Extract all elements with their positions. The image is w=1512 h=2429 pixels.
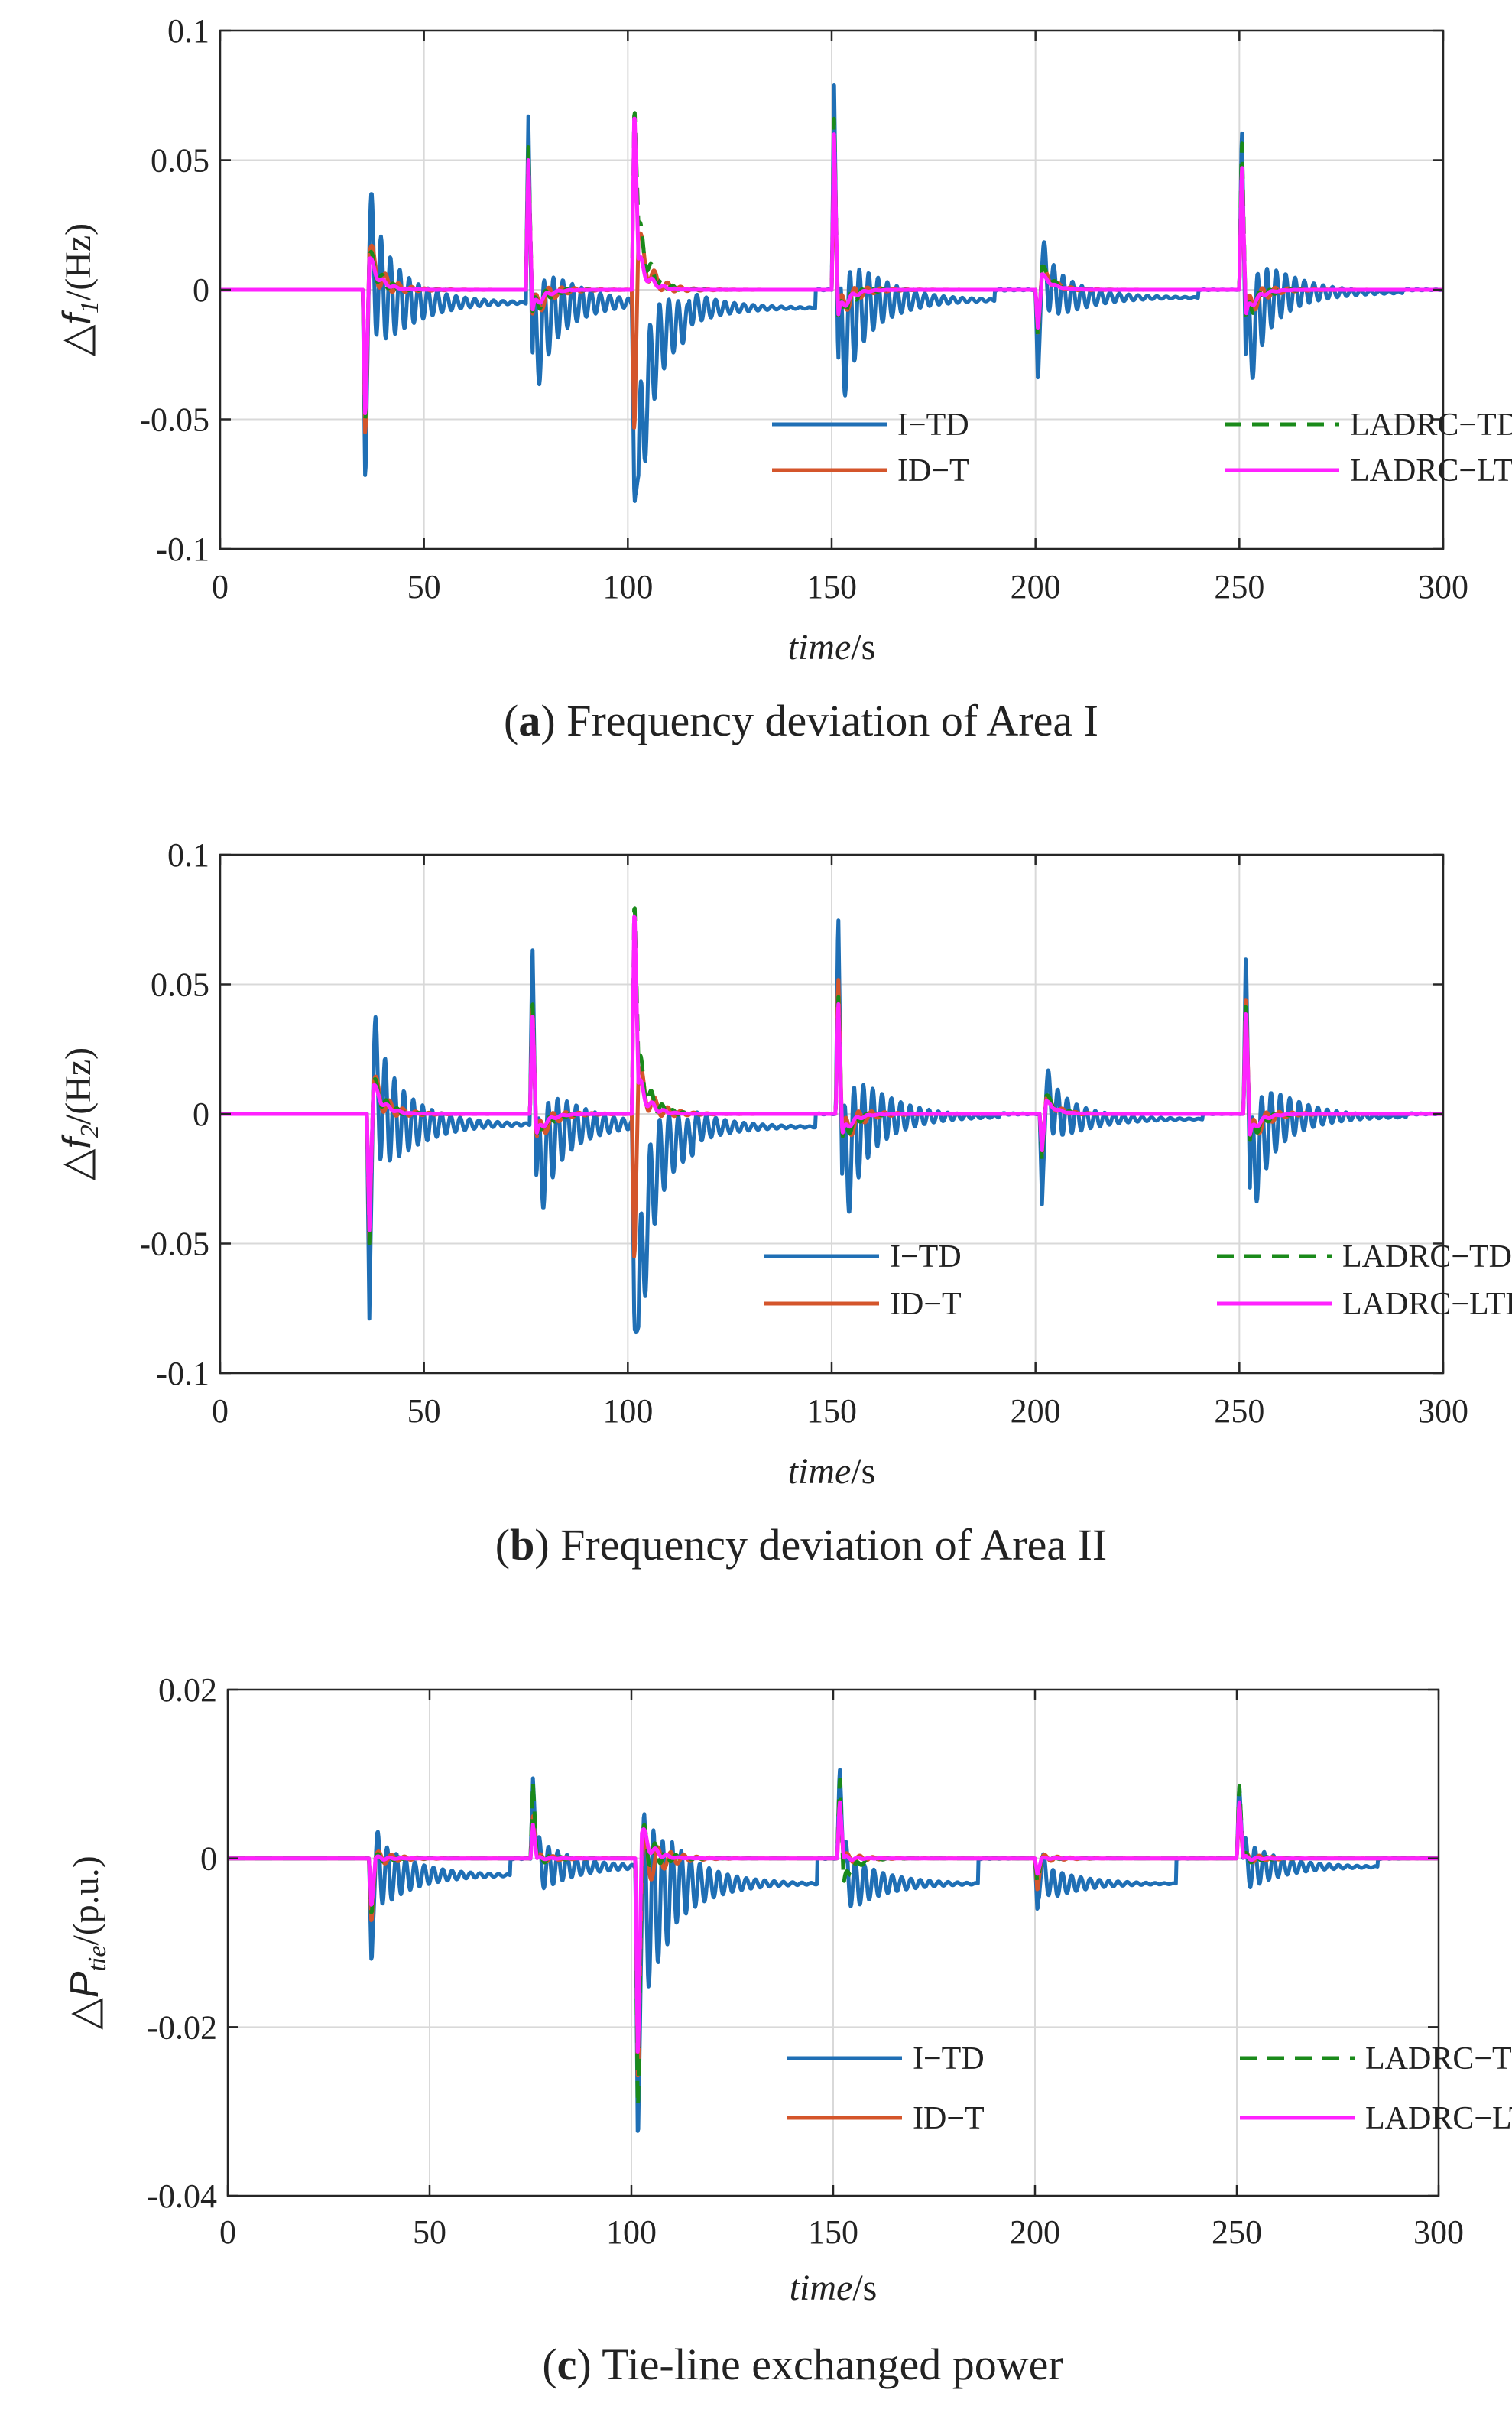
legend-label: ID−T (913, 2101, 985, 2136)
x-axis-label: time/s (788, 627, 876, 667)
y-axis-label: △f1/(Hz) (54, 223, 104, 356)
y-tick-label: -0.1 (156, 1355, 209, 1392)
y-tick-label: 0.02 (158, 1671, 217, 1709)
y-tick-label: -0.04 (147, 2177, 217, 2215)
panel-caption: (a) Frequency deviation of Area I (504, 696, 1098, 745)
x-tick-label: 200 (1010, 2213, 1060, 2251)
panel-a: 0 50 100 150 200 250 300 -0.1 -0.05 0 0.05 0.1 time/… (54, 12, 1512, 745)
legend-label: I−TD (913, 2041, 985, 2077)
y-tick-label: -0.05 (139, 1226, 209, 1263)
legend-label: LADRC−LTD3 (1350, 453, 1512, 489)
panel-c: 0 50 100 150 200 250 300 -0.04 -0.02 0 0.02 time/s △… (61, 1671, 1512, 2389)
panel-b: 0 50 100 150 200 250 300 -0.1 -0.05 0 0.05 0.1 time/… (54, 836, 1512, 1570)
panel-caption: (c) Tie-line exchanged power (542, 2340, 1063, 2389)
y-tick-label: 0 (193, 1096, 209, 1133)
legend: I−TD ID−T LADRC−TD3 LADRC−LTD3 (772, 408, 1512, 489)
y-tick-label: -0.1 (156, 531, 209, 568)
legend-label: LADRC−LTD3 (1365, 2101, 1512, 2136)
x-tick-label: 0 (212, 1392, 229, 1430)
legend-label: LADRC−LTD3 (1342, 1287, 1512, 1322)
x-axis-label: time/s (788, 1451, 876, 1492)
series-line-LADRC−LTD3 (220, 914, 1443, 1232)
y-tick-label: 0.05 (151, 142, 209, 180)
legend-label: I−TD (890, 1239, 962, 1275)
legend-label: ID−T (897, 453, 969, 489)
x-tick-label: 300 (1418, 568, 1468, 606)
y-axis-label: △Ptie/(p.u.) (61, 1856, 112, 2030)
legend: I−TD ID−T LADRC−TD3 LADRC−LTD3 (764, 1239, 1512, 1322)
x-tick-label: 0 (219, 2213, 236, 2251)
panel-caption: (b) Frequency deviation of Area II (495, 1520, 1107, 1570)
x-tick-label: 250 (1214, 1392, 1264, 1430)
legend-label: I−TD (897, 408, 969, 443)
y-tick-label: 0.1 (167, 12, 209, 50)
y-tick-label: 0.1 (167, 836, 209, 874)
legend-label: LADRC−TD3 (1350, 408, 1512, 443)
series-line-LADRC−LTD3 (220, 116, 1443, 416)
y-tick-label: -0.02 (147, 2008, 217, 2046)
y-tick-label: -0.05 (139, 401, 209, 439)
x-tick-label: 100 (602, 568, 653, 606)
x-tick-label: 100 (602, 1392, 653, 1430)
x-tick-label: 50 (407, 1392, 441, 1430)
legend-label: LADRC−TD3 (1342, 1239, 1512, 1275)
x-axis-label: time/s (790, 2268, 878, 2308)
series-line-LADRC−LTD3 (228, 1800, 1439, 2054)
x-tick-label: 100 (606, 2213, 657, 2251)
x-tick-label: 150 (808, 2213, 858, 2251)
x-tick-label: 250 (1212, 2213, 1262, 2251)
x-tick-label: 300 (1418, 1392, 1468, 1430)
y-axis-label: △f2/(Hz) (54, 1047, 104, 1180)
x-tick-label: 200 (1011, 568, 1061, 606)
legend-label: LADRC−TD3 (1365, 2041, 1512, 2077)
x-tick-label: 50 (413, 2213, 446, 2251)
x-tick-label: 0 (212, 568, 229, 606)
legend: I−TD ID−T LADRC−TD3 LADRC−LTD3 (787, 2041, 1512, 2136)
x-tick-label: 300 (1413, 2213, 1464, 2251)
x-tick-label: 150 (806, 568, 857, 606)
x-tick-label: 250 (1214, 568, 1264, 606)
x-tick-label: 50 (407, 568, 441, 606)
y-tick-label: 0 (193, 271, 209, 309)
y-tick-label: 0 (200, 1840, 217, 1878)
y-tick-label: 0.05 (151, 966, 209, 1004)
x-tick-label: 200 (1011, 1392, 1061, 1430)
x-tick-label: 150 (806, 1392, 857, 1430)
legend-label: ID−T (890, 1287, 962, 1322)
